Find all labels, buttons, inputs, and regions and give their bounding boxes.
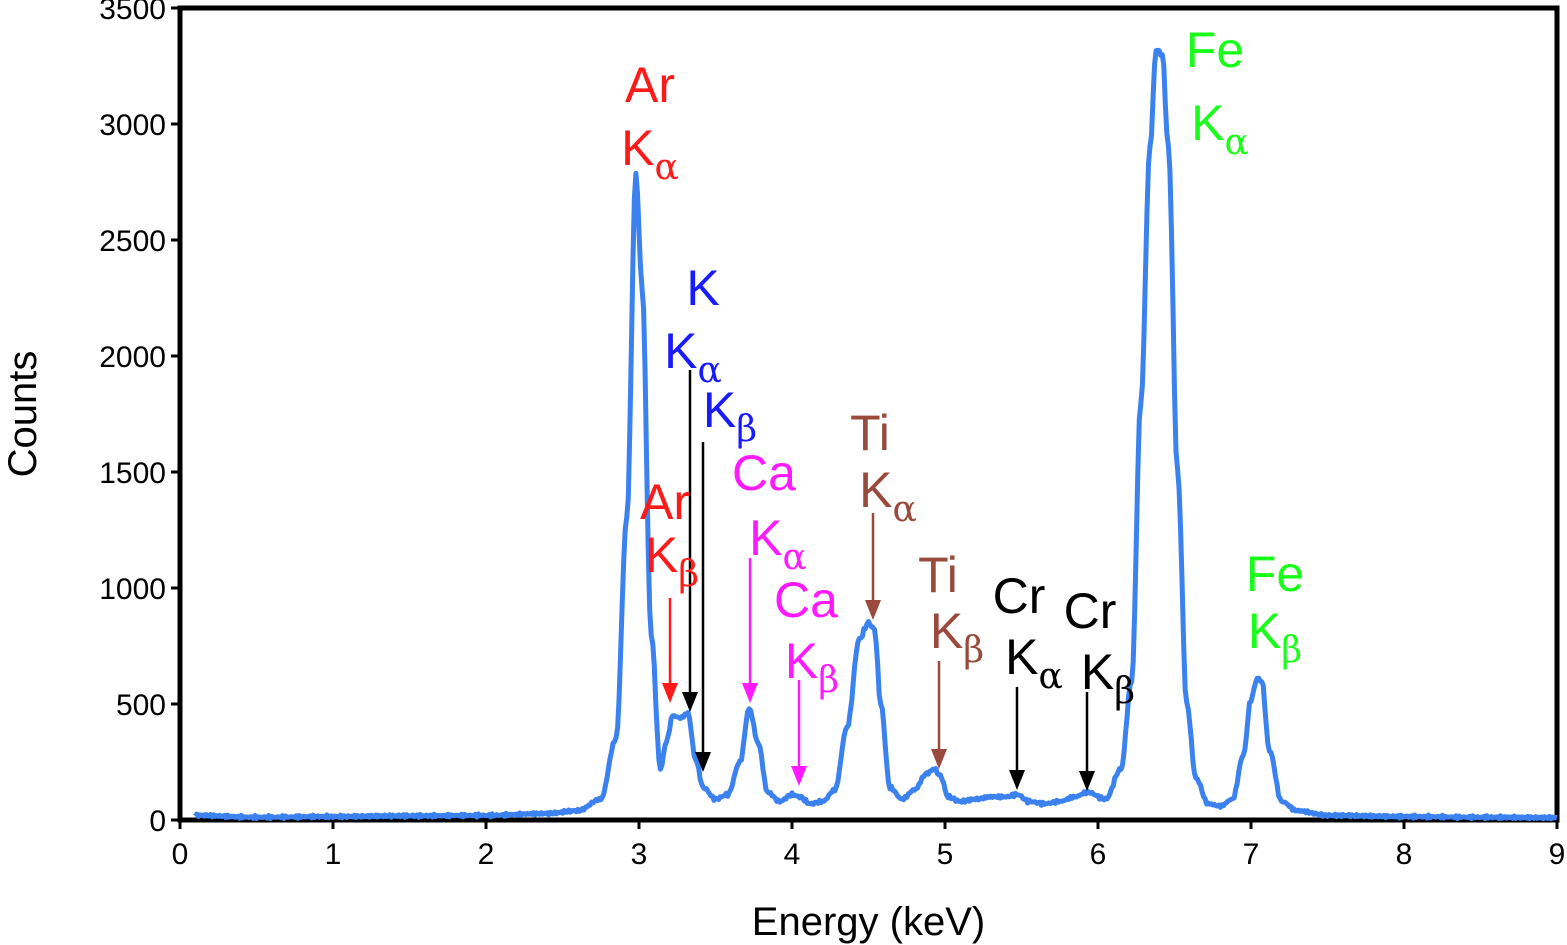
x-tick-label: 6 bbox=[1090, 838, 1107, 871]
x-tick-label: 2 bbox=[478, 838, 495, 871]
peak-element-name: Ar bbox=[640, 474, 690, 530]
line-subscript: β bbox=[678, 554, 699, 595]
arrow-head bbox=[865, 600, 881, 620]
y-tick-label: 3500 bbox=[99, 0, 166, 26]
peak-label-k-k-alpha: KKα bbox=[664, 260, 722, 712]
line-subscript: α bbox=[783, 537, 807, 578]
arrow-head bbox=[682, 692, 698, 712]
y-axis-title: Counts bbox=[1, 351, 45, 478]
line-letter: K bbox=[621, 120, 654, 176]
line-letter: K bbox=[645, 527, 678, 583]
peak-annotations: ArKαKKαKβArKβCaKαCaKβTiKαTiKβCrKαCrKβFeK… bbox=[621, 22, 1304, 791]
peak-element-name: Ti bbox=[918, 547, 958, 603]
line-subscript: β bbox=[736, 409, 757, 450]
peak-element-name: K bbox=[686, 260, 719, 316]
y-tick-label: 1000 bbox=[99, 573, 166, 606]
line-subscript: α bbox=[698, 350, 722, 391]
peak-line-name: Kα bbox=[1005, 629, 1063, 697]
y-tick-label: 3000 bbox=[99, 109, 166, 142]
peak-line-name: Kβ bbox=[930, 603, 984, 671]
arrow-head bbox=[662, 683, 678, 703]
plot-frame bbox=[177, 5, 1560, 823]
peak-line-name: Kβ bbox=[1081, 644, 1135, 712]
spectrum-line bbox=[193, 47, 1558, 822]
line-letter: K bbox=[1081, 644, 1114, 700]
y-tick-label: 0 bbox=[149, 805, 166, 838]
peak-element-name: Cr bbox=[1064, 583, 1117, 639]
x-tick-label: 5 bbox=[937, 838, 954, 871]
x-tick-label: 3 bbox=[631, 838, 648, 871]
peak-line-name: Kβ bbox=[785, 633, 839, 701]
peak-label-fe-k-alpha: Fe Kα bbox=[1186, 22, 1249, 163]
x-tick-label: 9 bbox=[1549, 838, 1566, 871]
line-letter: K bbox=[1191, 95, 1224, 151]
peak-element-name: Fe bbox=[1246, 546, 1304, 602]
x-tick-label: 4 bbox=[784, 838, 801, 871]
line-letter: K bbox=[1005, 629, 1038, 685]
peak-element-name: Ca bbox=[774, 572, 838, 628]
peak-line-name: Kα bbox=[664, 323, 722, 391]
line-letter: K bbox=[703, 382, 736, 438]
peak-line-name: Kα bbox=[749, 510, 807, 578]
line-subscript: α bbox=[1225, 122, 1249, 163]
arrow-head bbox=[695, 752, 711, 772]
line-subscript: β bbox=[1114, 671, 1135, 712]
peak-line-name: Kα bbox=[621, 120, 679, 188]
line-subscript: β bbox=[1281, 630, 1302, 671]
line-letter: K bbox=[785, 633, 818, 689]
x-tick-label: 7 bbox=[1243, 838, 1260, 871]
line-letter: K bbox=[930, 603, 963, 659]
y-tick-label: 500 bbox=[116, 689, 166, 722]
arrow-head bbox=[1079, 771, 1095, 791]
line-subscript: α bbox=[893, 489, 917, 530]
y-tick-label: 2000 bbox=[99, 341, 166, 374]
y-tick-label: 2500 bbox=[99, 225, 166, 258]
x-axis-title: Energy (keV) bbox=[752, 900, 985, 944]
peak-element-name: Ti bbox=[850, 405, 890, 461]
peak-line-name: Kβ bbox=[703, 382, 757, 450]
peak-line-name: Kα bbox=[1191, 95, 1249, 163]
line-subscript: α bbox=[1039, 656, 1063, 697]
x-tick-label: 1 bbox=[325, 838, 342, 871]
arrow-head bbox=[1009, 770, 1025, 790]
peak-element-name: Ar bbox=[625, 57, 675, 113]
peak-element-name: Fe bbox=[1186, 22, 1244, 78]
peak-line-name: Kβ bbox=[1248, 603, 1302, 671]
line-subscript: α bbox=[655, 147, 679, 188]
x-tick-label: 0 bbox=[172, 838, 189, 871]
line-letter: K bbox=[859, 462, 892, 518]
x-axis-ticks: 0 1 2 3 4 5 6 7 8 9 bbox=[172, 820, 1566, 871]
peak-label-ca-k-alpha: Ca Kα bbox=[732, 445, 807, 703]
arrow-head bbox=[742, 683, 758, 703]
line-letter: K bbox=[664, 323, 697, 379]
arrow-head bbox=[791, 766, 807, 786]
x-tick-label: 8 bbox=[1396, 838, 1413, 871]
y-axis-ticks: 0 500 1000 1500 2000 2500 3000 3500 bbox=[99, 0, 180, 838]
peak-element-name: Ca bbox=[732, 445, 796, 501]
y-tick-label: 1500 bbox=[99, 457, 166, 490]
peak-element-name: Cr bbox=[993, 568, 1046, 624]
line-subscript: β bbox=[963, 630, 984, 671]
arrow-head bbox=[931, 749, 947, 769]
line-subscript: β bbox=[818, 660, 839, 701]
line-letter: K bbox=[1248, 603, 1281, 659]
line-letter: K bbox=[749, 510, 782, 566]
peak-line-name: Kβ bbox=[645, 527, 699, 595]
peak-label-k-k-beta: Kβ bbox=[695, 382, 757, 772]
peak-label-ar-k-alpha: Ar Kα bbox=[621, 57, 679, 188]
peak-line-name: Kα bbox=[859, 462, 917, 530]
